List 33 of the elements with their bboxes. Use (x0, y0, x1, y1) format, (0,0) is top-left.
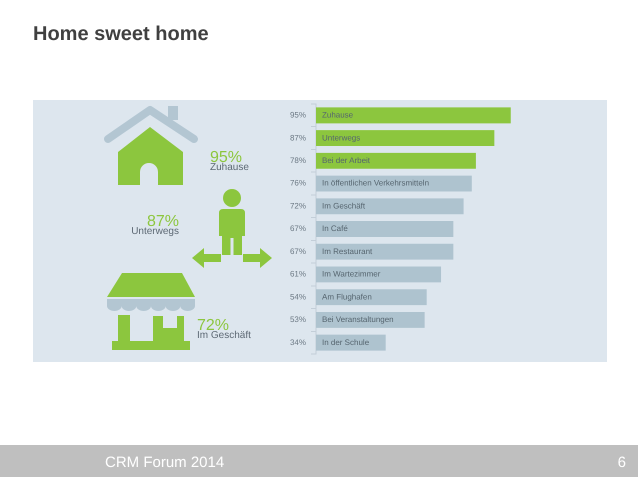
bar (316, 198, 464, 214)
y-tick-label: Unterwegs (322, 133, 360, 142)
bar (316, 130, 494, 146)
data-label: 87% (290, 133, 306, 142)
y-tick-label: Bei Veranstaltungen (322, 315, 394, 324)
data-label: 67% (290, 246, 306, 256)
y-tick-label: In Café (322, 224, 348, 234)
data-label: 54% (290, 292, 306, 302)
bar (316, 289, 427, 306)
data-label: 78% (290, 156, 306, 166)
y-tick-label: Im Restaurant (322, 246, 374, 256)
text: CRM Forum 2014 (105, 454, 224, 471)
data-label: 95% (290, 110, 306, 120)
bar (316, 266, 442, 282)
bar (316, 221, 454, 237)
y-tick-label: Zuhause (322, 110, 354, 120)
data-label: 61% (290, 270, 306, 279)
data-label: 67% (290, 224, 306, 234)
bar (316, 107, 511, 124)
bar (316, 244, 454, 260)
data-label: 76% (290, 178, 306, 188)
text: 6 (618, 454, 626, 471)
data-label: 72% (290, 201, 306, 210)
y-tick-label: Am Flughafen (322, 292, 372, 302)
y-tick-label: Bei der Arbeit (322, 156, 371, 166)
data-label: 34% (290, 338, 306, 347)
bar (316, 152, 476, 169)
y-tick-label: In öffentlichen Verkehrsmitteln (322, 178, 430, 188)
y-tick-label: Im Wartezimmer (322, 270, 381, 279)
y-tick-label: Im Geschäft (322, 201, 366, 210)
y-tick-label: In der Schule (322, 338, 370, 347)
text: Home sweet home (33, 23, 209, 45)
data-label: 53% (290, 315, 306, 324)
